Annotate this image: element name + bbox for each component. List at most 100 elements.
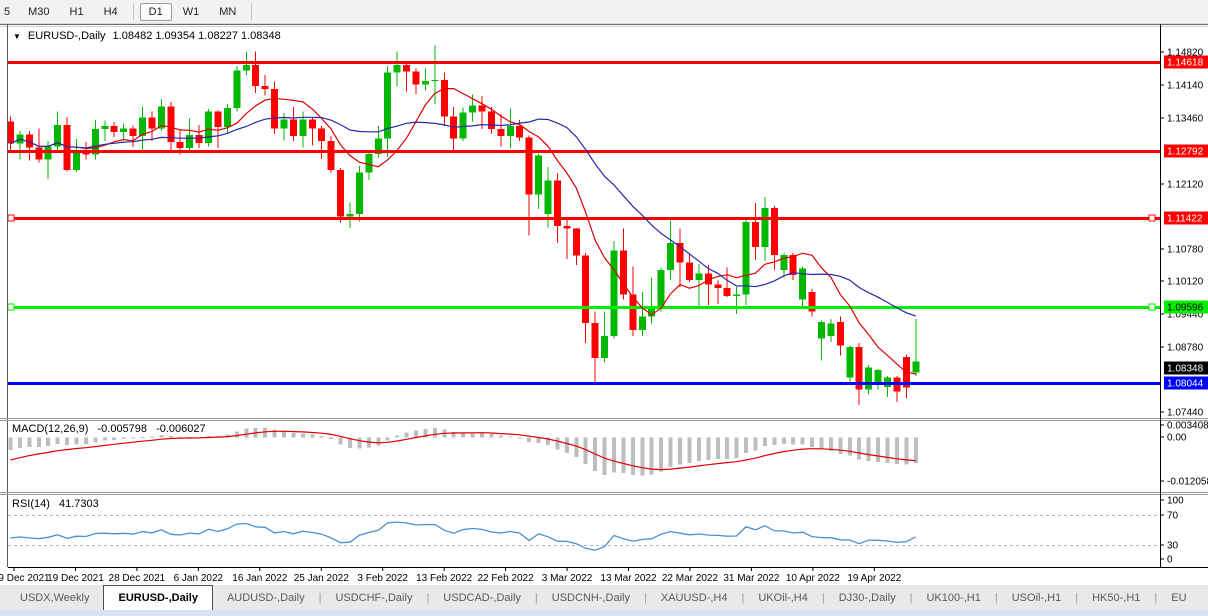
candle-body xyxy=(836,322,844,346)
macd-bar xyxy=(489,434,494,438)
candle-body xyxy=(280,119,288,129)
candle-body xyxy=(874,370,882,385)
candle-body xyxy=(91,129,99,155)
macd-bar xyxy=(527,437,532,442)
candle-body xyxy=(308,119,316,129)
tab-xauusd-h4[interactable]: XAUUSD-,H4 xyxy=(660,591,728,604)
timeframe-button-w1[interactable]: W1 xyxy=(182,5,200,18)
macd-panel[interactable] xyxy=(8,427,918,476)
tab-separator: | xyxy=(909,591,913,604)
macd-bar xyxy=(725,437,730,459)
candle-body xyxy=(789,254,797,275)
candle-body xyxy=(186,134,194,149)
macd-bar xyxy=(461,432,466,438)
price-label: -0.012058 xyxy=(1167,477,1208,488)
date-label: 3 Feb 2022 xyxy=(357,573,408,584)
macd-bar xyxy=(838,437,843,454)
tab-dj30-daily[interactable]: DJ30-,Daily xyxy=(838,591,896,604)
macd-bar xyxy=(602,437,607,476)
tab-eu[interactable]: EU xyxy=(1171,591,1187,604)
macd-bar xyxy=(36,437,41,448)
candle-body xyxy=(601,335,609,358)
tab-usoil-h1[interactable]: USOil-,H1 xyxy=(1011,591,1062,604)
macd-bar xyxy=(300,433,305,438)
macd-bar xyxy=(781,437,786,445)
macd-bar xyxy=(338,437,343,445)
candle-body xyxy=(525,137,533,195)
rsi-panel[interactable] xyxy=(8,515,1160,551)
macd-bar xyxy=(112,437,117,440)
macd-bar xyxy=(206,435,211,438)
candle-body xyxy=(817,322,825,339)
macd-bar xyxy=(451,431,456,438)
candle-body xyxy=(139,117,147,136)
line-handle[interactable] xyxy=(1148,303,1156,311)
macd-bar xyxy=(640,437,645,476)
price-badge-1.12792: 1.12792 xyxy=(1164,144,1208,158)
macd-bar xyxy=(904,437,909,465)
candle-body xyxy=(478,105,486,112)
timeframe-button-mn[interactable]: MN xyxy=(219,5,237,18)
macd-bar xyxy=(612,437,617,473)
chart-background xyxy=(0,24,1208,585)
date-label: 3 Mar 2022 xyxy=(542,573,593,584)
candle-body xyxy=(516,126,524,138)
macd-bar xyxy=(140,437,145,439)
macd-bar xyxy=(744,437,749,454)
candle-body xyxy=(271,89,279,129)
candle-body xyxy=(148,117,156,129)
timeframe-button-5[interactable]: 5 xyxy=(4,5,11,18)
tab-usdx-weekly[interactable]: USDX,Weekly xyxy=(20,591,90,604)
tab-eurusd-daily[interactable]: EURUSD-,Daily xyxy=(103,585,213,610)
line-handle[interactable] xyxy=(7,214,15,222)
tab-usdchf-daily[interactable]: USDCHF-,Daily xyxy=(335,591,413,604)
timeframe-button-h4[interactable]: H4 xyxy=(103,5,118,18)
tab-usdcad-daily[interactable]: USDCAD-,Daily xyxy=(443,591,521,604)
tab-separator: | xyxy=(1075,591,1079,604)
date-label: 19 Dec 2021 xyxy=(47,573,104,584)
candle-body xyxy=(497,129,505,136)
line-handle[interactable] xyxy=(1148,214,1156,222)
tab-uk100-h1[interactable]: UK100-,H1 xyxy=(926,591,981,604)
line-handle[interactable] xyxy=(7,303,15,311)
candle-body xyxy=(799,268,807,300)
macd-bar xyxy=(347,437,352,449)
macd-bar xyxy=(168,435,173,438)
timeframe-button-h1[interactable]: H1 xyxy=(69,5,84,18)
chart-dropdown-icon[interactable]: ▼ xyxy=(13,31,21,41)
candle-body xyxy=(846,347,854,378)
macd-bar xyxy=(866,437,871,461)
candle-body xyxy=(855,347,863,390)
price-label: 1.09440 xyxy=(1167,310,1204,321)
macd-bar xyxy=(46,437,51,447)
candle-body xyxy=(440,79,448,117)
candle-body xyxy=(487,111,495,130)
timeframe-button-m30[interactable]: M30 xyxy=(28,5,50,18)
tab-usdcnh-daily[interactable]: USDCNH-,Daily xyxy=(551,591,631,604)
macd-bar xyxy=(27,437,32,448)
macd-bar xyxy=(706,437,711,461)
tab-hk50-h1[interactable]: HK50-,H1 xyxy=(1092,591,1141,604)
date-label: 22 Mar 2022 xyxy=(662,573,719,584)
tab-separator: | xyxy=(1154,591,1158,604)
candle-body xyxy=(205,111,213,144)
macd-bar xyxy=(555,437,560,450)
macd-bar xyxy=(480,432,484,438)
tab-separator: | xyxy=(644,591,647,604)
horizontal-lines[interactable] xyxy=(7,61,1160,385)
macd-bar xyxy=(121,437,126,439)
tab-audusd-daily[interactable]: AUDUSD-,Daily xyxy=(226,591,305,604)
tab-separator: | xyxy=(994,591,998,604)
candle-body xyxy=(865,367,873,390)
price-label: 1.07440 xyxy=(1167,408,1204,419)
timeframe-toolbar: 5 M30 H1 H4 D1 W1 MN xyxy=(0,0,1208,24)
macd-bar xyxy=(432,427,437,438)
tab-ukoil-h4[interactable]: UKOil-,H4 xyxy=(758,591,808,604)
timeframe-button-d1[interactable]: D1 xyxy=(139,2,172,21)
macd-bar xyxy=(791,437,796,445)
candle-body xyxy=(384,72,392,139)
price-label: 1.12120 xyxy=(1167,180,1204,191)
price-scale[interactable]: 1.14820 1.14140 1.13460 1.12120 1.10780 1.101… xyxy=(1160,48,1208,566)
